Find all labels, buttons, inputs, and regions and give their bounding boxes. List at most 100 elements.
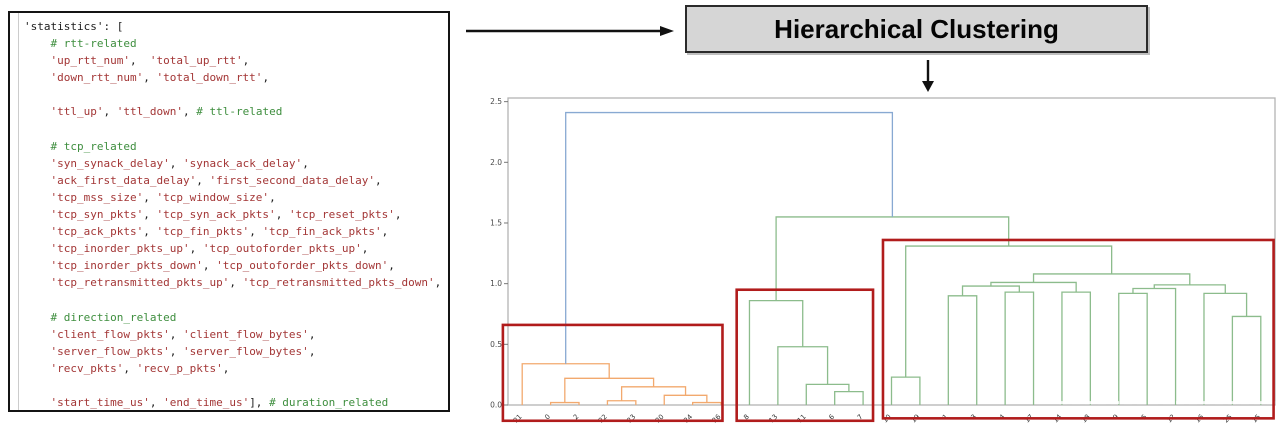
code-string: 'tcp_syn_ack_pkts' (156, 208, 276, 222)
code-string: 'tcp_outoforder_pkts_up' (202, 242, 362, 256)
code-text: , (275, 208, 289, 222)
code-comment: # duration_related (269, 396, 389, 410)
code-string: 'tcp_retransmitted_pkts_up' (50, 276, 230, 290)
code-text: , (169, 344, 183, 358)
code-text: , (143, 71, 157, 85)
dendrogram-link (947, 295, 978, 405)
cluster-highlight-box (735, 288, 875, 423)
code-string: 'down_rtt_num' (50, 71, 144, 85)
leaf-label: 13 (768, 413, 780, 425)
code-string: 'tcp_fin_ack_pkts' (262, 225, 382, 239)
code-string: 'syn_synack_delay' (50, 156, 170, 170)
code-lines: 'statistics': [ # rtt-related 'up_rtt_nu… (24, 18, 446, 410)
code-string: 'synack_ack_delay' (182, 156, 303, 170)
code-string: 'recv_pkts' (50, 361, 124, 375)
gutter-line (18, 13, 19, 410)
leaf-label: 22 (597, 413, 609, 425)
code-text (24, 345, 51, 358)
code-panel: 'statistics': [ # rtt-related 'up_rtt_nu… (8, 11, 450, 412)
code-text: , (169, 156, 183, 170)
code-text: , (308, 344, 316, 358)
code-line: 'syn_synack_delay', 'synack_ack_delay', (24, 155, 446, 172)
leaf-label: 7 (856, 413, 865, 422)
code-string: 'ttl_up' (50, 105, 104, 119)
code-text: , (143, 225, 157, 239)
code-string: 'tcp_inorder_pkts_up' (50, 242, 190, 256)
code-text: 'statistics': [ (24, 20, 124, 33)
flow-title: Hierarchical Clustering (774, 13, 1059, 44)
code-text (24, 54, 51, 67)
code-line (24, 377, 446, 394)
code-string: 'total_down_rtt' (156, 71, 263, 85)
dendrogram-svg: 0.00.51.01.52.02.521 0 2 22 23 20 24 26 8 13 11 6 7 1… (490, 97, 1277, 425)
code-line: 'ack_first_data_delay', 'first_second_da… (24, 172, 446, 189)
code-string: 'tcp_fin_pkts' (156, 225, 250, 239)
code-string: 'first_second_data_delay' (209, 173, 376, 187)
code-line: 'statistics': [ (24, 18, 446, 35)
code-string: 'client_flow_pkts' (50, 327, 170, 341)
code-string: 'tcp_mss_size' (50, 190, 144, 204)
code-text: , (189, 242, 203, 256)
code-line: 'tcp_mss_size', 'tcp_window_size', (24, 189, 446, 206)
code-string: 'tcp_retransmitted_pkts_down' (242, 276, 435, 290)
code-text: , (375, 173, 382, 187)
code-text: , (103, 105, 117, 119)
flow-title-box: Hierarchical Clustering (685, 5, 1148, 53)
code-text (24, 242, 51, 255)
code-text: , (388, 259, 395, 273)
code-text: , (394, 208, 402, 222)
code-line: # rtt-related (24, 35, 446, 52)
code-text: , (269, 190, 276, 204)
code-text (24, 191, 51, 204)
code-text: , (123, 361, 137, 375)
code-string: 'tcp_inorder_pkts_down' (50, 259, 203, 273)
code-text: , (381, 225, 389, 239)
code-line: # direction_related (24, 309, 446, 326)
code-string: 'ttl_down' (116, 105, 183, 119)
leaf-label: 11 (796, 413, 808, 425)
code-text: , (302, 156, 309, 170)
code-text (24, 396, 51, 409)
code-text: , (361, 242, 369, 256)
dendrogram-link (565, 111, 894, 364)
dendrogram-link (1004, 291, 1035, 405)
code-text: , (129, 54, 150, 68)
code-string: 'server_flow_pkts' (50, 344, 170, 358)
code-text: , (308, 327, 316, 341)
code-text (24, 362, 51, 375)
dendrogram-link (748, 299, 804, 405)
code-line: 'down_rtt_num', 'total_down_rtt', (24, 69, 446, 86)
code-line (24, 121, 446, 138)
code-line: 'tcp_syn_pkts', 'tcp_syn_ack_pkts', 'tcp… (24, 206, 446, 223)
code-text (24, 140, 51, 153)
code-string: 'tcp_syn_pkts' (50, 208, 144, 222)
code-line: 'tcp_ack_pkts', 'tcp_fin_pkts', 'tcp_fin… (24, 223, 446, 240)
code-text (24, 174, 51, 187)
leaf-label: 26 (711, 413, 723, 425)
code-text: , (242, 54, 250, 68)
code-string: 'tcp_reset_pkts' (288, 208, 395, 222)
code-line: 'server_flow_pkts', 'server_flow_bytes', (24, 343, 446, 360)
code-text (24, 328, 51, 341)
code-line: 'ttl_up', 'ttl_down', # ttl-related (24, 103, 446, 120)
code-line: 'tcp_inorder_pkts_up', 'tcp_outoforder_p… (24, 240, 446, 257)
code-text: , (262, 71, 270, 85)
code-text: , (222, 361, 230, 375)
arrowhead-right-icon (660, 26, 674, 36)
code-text: , (143, 190, 157, 204)
code-comment: # direction_related (50, 310, 177, 324)
code-text (24, 259, 51, 272)
leaf-label: 20 (654, 413, 666, 425)
code-string: 'total_up_rtt' (149, 54, 243, 68)
code-string: 'start_time_us' (50, 396, 150, 410)
dendrogram-link (1061, 291, 1092, 405)
y-tick-label: 0.0 (490, 401, 502, 410)
code-text (24, 225, 51, 238)
code-text (24, 311, 51, 324)
code-text: , (229, 276, 243, 290)
code-text: , (434, 276, 442, 290)
code-line (24, 292, 446, 309)
code-comment: # rtt-related (50, 37, 137, 51)
flow-arrow-down (922, 60, 934, 92)
